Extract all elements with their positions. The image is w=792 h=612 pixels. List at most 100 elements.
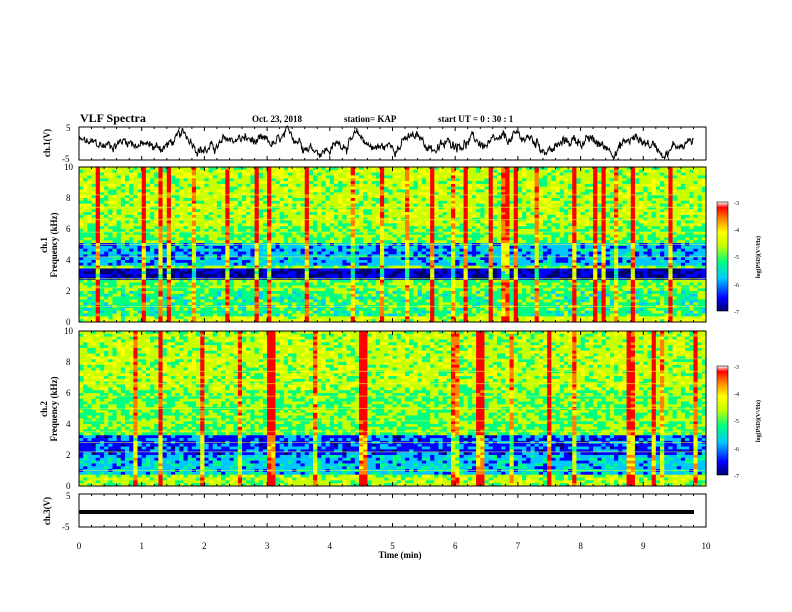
spectrogram-cell — [417, 206, 423, 210]
spectrogram-cell — [262, 203, 268, 207]
spectrogram-cell — [405, 195, 410, 199]
spectrogram-cell — [179, 192, 184, 196]
spectrogram-cell — [292, 251, 297, 255]
spectrogram-cell — [145, 234, 151, 238]
spectrogram-cell — [99, 181, 105, 185]
spectrogram-cell — [676, 254, 682, 258]
spectrogram-cell — [400, 248, 406, 252]
spectrogram-cell — [559, 237, 565, 241]
spectrogram-cell — [150, 192, 155, 196]
spectrogram-cell — [283, 175, 289, 179]
spectrogram-cell — [555, 209, 560, 213]
spectrogram-cell — [296, 226, 301, 230]
spectrogram-cell — [622, 169, 627, 173]
spectrogram-cell — [325, 245, 331, 250]
spectrogram-cell — [137, 223, 142, 227]
spectrogram-cell — [350, 237, 356, 241]
spectrogram-cell — [350, 229, 356, 233]
spectrogram-cell — [434, 245, 439, 250]
spectrogram-cell — [166, 192, 172, 196]
spectrogram-cell — [304, 234, 310, 238]
spectrogram-cell — [405, 172, 410, 176]
spectrogram-cell — [509, 217, 515, 221]
spectrogram-cell — [463, 245, 469, 250]
spectrogram-cell — [313, 175, 318, 179]
spectrogram-cell — [292, 217, 297, 221]
spectrogram-cell — [597, 178, 602, 182]
spectrogram-cell — [333, 167, 339, 171]
spectrogram-cell — [701, 217, 707, 221]
spectrogram-cell — [689, 169, 694, 173]
spectrogram-cell — [191, 226, 197, 230]
spectrogram-cell — [622, 240, 627, 244]
spectrogram-cell — [292, 172, 297, 176]
spectrogram-cell — [668, 214, 673, 219]
spectrogram-cell — [354, 203, 360, 207]
spectrogram-cell — [584, 183, 590, 188]
spectrogram-cell — [538, 183, 544, 188]
spectrogram-cell — [267, 212, 272, 216]
spectrogram-cell — [442, 220, 448, 224]
spectrogram-cell — [530, 198, 535, 202]
spectrogram-cell — [271, 203, 276, 207]
spectrogram-cell — [634, 240, 640, 244]
spectrogram-cell — [421, 189, 427, 193]
spectrogram-cell — [601, 231, 606, 235]
spectrogram-cell — [371, 234, 377, 238]
spectrogram-cell — [338, 251, 343, 255]
spectrogram-cell — [555, 214, 560, 219]
spectrogram-cell — [551, 181, 556, 185]
spectrogram-cell — [605, 206, 611, 210]
spectrogram-cell — [221, 223, 226, 227]
spectrogram-cell — [593, 178, 598, 182]
spectrogram-cell — [618, 209, 623, 213]
spectrogram-cell — [321, 251, 326, 255]
spectrogram-cell — [292, 226, 297, 230]
spectrogram-cell — [250, 217, 255, 221]
spectrogram-cell — [551, 192, 556, 196]
spectrogram-cell — [568, 195, 573, 199]
spectrogram-cell — [609, 245, 615, 250]
spectrogram-cell — [379, 248, 385, 252]
spectrogram-cell — [576, 245, 581, 250]
spectrogram-cell — [187, 175, 193, 179]
spectrogram-cell — [405, 217, 410, 221]
spectrogram-cell — [363, 220, 368, 224]
spectrogram-cell — [492, 172, 498, 176]
spectrogram-cell — [204, 223, 209, 227]
spectrogram-cell — [191, 220, 197, 224]
spectrogram-cell — [216, 178, 222, 182]
spectrogram-cell — [501, 198, 506, 202]
spectrogram-cell — [91, 181, 97, 185]
spectrogram-cell — [680, 209, 686, 213]
spectrogram-cell — [279, 209, 285, 213]
spectrogram-cell — [162, 245, 168, 250]
spectrogram-cell — [614, 223, 619, 227]
spectrogram-cell — [91, 260, 97, 264]
spectrogram-cell — [233, 203, 239, 207]
spectrogram-cell — [685, 257, 690, 261]
spectrogram-cell — [505, 186, 510, 190]
spectrogram-cell — [651, 257, 657, 261]
spectrogram-cell — [417, 172, 423, 176]
spectrogram-cell — [601, 214, 606, 219]
spectrogram-cell — [262, 178, 268, 182]
spectrogram-cell — [643, 200, 648, 204]
spectrogram-cell — [99, 206, 105, 210]
spectrogram-cell — [618, 189, 623, 193]
spectrogram-cell — [446, 172, 452, 176]
spectrogram-cell — [480, 200, 485, 204]
spectrogram-cell — [614, 251, 619, 255]
spectrogram-cell — [451, 186, 456, 190]
spectrogram-cell — [170, 226, 176, 230]
spectrogram-cell — [471, 214, 477, 219]
spectrogram-cell — [87, 240, 92, 244]
spectrogram-cell — [95, 223, 101, 227]
spectrogram-cell — [124, 200, 130, 204]
spectrogram-cell — [526, 231, 531, 235]
spectrogram-cell — [488, 240, 494, 244]
spectrogram-cell — [170, 200, 176, 204]
spectrogram-cell — [425, 181, 431, 185]
spectrogram-cell — [446, 209, 452, 213]
spectrogram-cell — [601, 226, 606, 230]
